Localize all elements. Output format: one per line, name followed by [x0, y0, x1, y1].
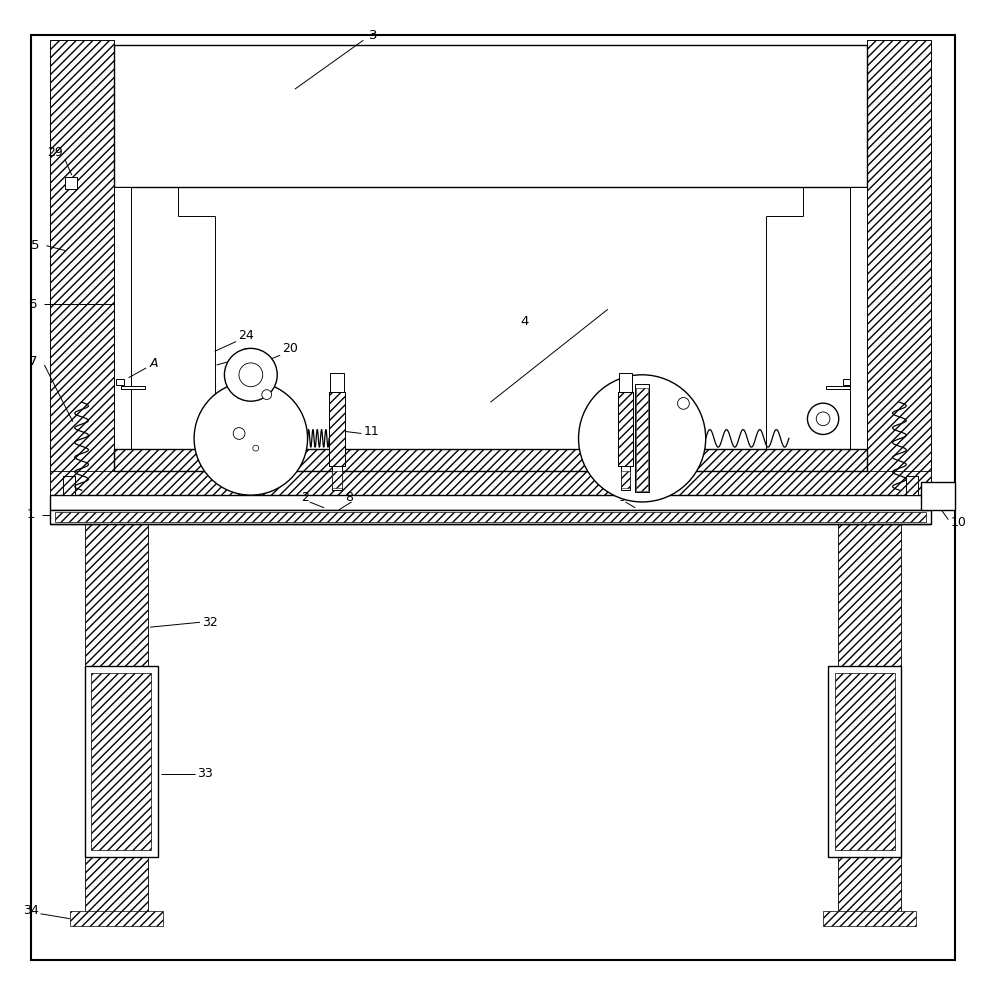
Bar: [121, 386, 145, 389]
Bar: [65, 177, 77, 189]
Text: 10: 10: [951, 516, 966, 529]
Circle shape: [262, 390, 272, 399]
Bar: [843, 379, 851, 385]
Bar: [619, 373, 633, 392]
Circle shape: [579, 375, 705, 502]
Bar: [835, 673, 895, 850]
Circle shape: [239, 363, 263, 387]
Circle shape: [194, 382, 308, 495]
Bar: [84, 524, 148, 921]
Text: 9: 9: [619, 491, 627, 504]
Bar: [838, 524, 902, 921]
Circle shape: [233, 428, 245, 439]
Text: 7: 7: [28, 355, 37, 368]
Text: 33: 33: [197, 767, 213, 780]
Bar: [826, 386, 851, 389]
Bar: [332, 466, 341, 490]
Bar: [329, 392, 344, 466]
Bar: [850, 187, 867, 449]
Text: 6: 6: [28, 298, 37, 311]
Bar: [618, 392, 634, 466]
Bar: [84, 666, 158, 857]
Bar: [114, 449, 867, 471]
Bar: [637, 388, 648, 491]
Bar: [330, 373, 343, 392]
Bar: [63, 476, 75, 495]
Circle shape: [816, 412, 830, 426]
Text: 19: 19: [243, 347, 259, 360]
Circle shape: [807, 403, 839, 434]
Text: 24: 24: [238, 329, 254, 342]
Circle shape: [678, 398, 690, 409]
Bar: [828, 666, 902, 857]
Text: 20: 20: [282, 342, 298, 355]
Bar: [91, 673, 151, 850]
Bar: [867, 40, 931, 500]
Bar: [63, 476, 75, 495]
Circle shape: [225, 348, 278, 401]
Bar: [618, 392, 634, 466]
Text: A: A: [150, 357, 158, 370]
Bar: [329, 392, 344, 466]
Text: 29: 29: [47, 146, 63, 159]
Bar: [332, 471, 341, 488]
Bar: [114, 187, 131, 449]
Text: 8: 8: [344, 491, 352, 504]
Text: 11: 11: [363, 425, 379, 438]
Text: B: B: [251, 444, 260, 457]
Bar: [50, 40, 114, 500]
Text: 5: 5: [31, 239, 40, 252]
Bar: [50, 495, 931, 510]
Bar: [621, 466, 631, 490]
Text: 32: 32: [202, 616, 218, 629]
Text: C: C: [610, 444, 619, 457]
Bar: [621, 471, 631, 488]
Bar: [50, 471, 931, 495]
Bar: [921, 482, 955, 510]
Bar: [114, 449, 867, 471]
Circle shape: [253, 445, 259, 451]
Bar: [823, 911, 916, 926]
Bar: [116, 379, 124, 385]
Bar: [50, 510, 931, 524]
Bar: [906, 476, 918, 495]
Text: 34: 34: [23, 904, 38, 917]
Bar: [906, 476, 918, 495]
Text: 2: 2: [301, 491, 309, 504]
Bar: [636, 384, 649, 492]
Bar: [70, 911, 163, 926]
Text: 4: 4: [521, 315, 529, 328]
Bar: [114, 45, 867, 187]
Text: 3: 3: [369, 29, 378, 42]
Bar: [55, 512, 926, 522]
Text: 1: 1: [26, 508, 35, 521]
